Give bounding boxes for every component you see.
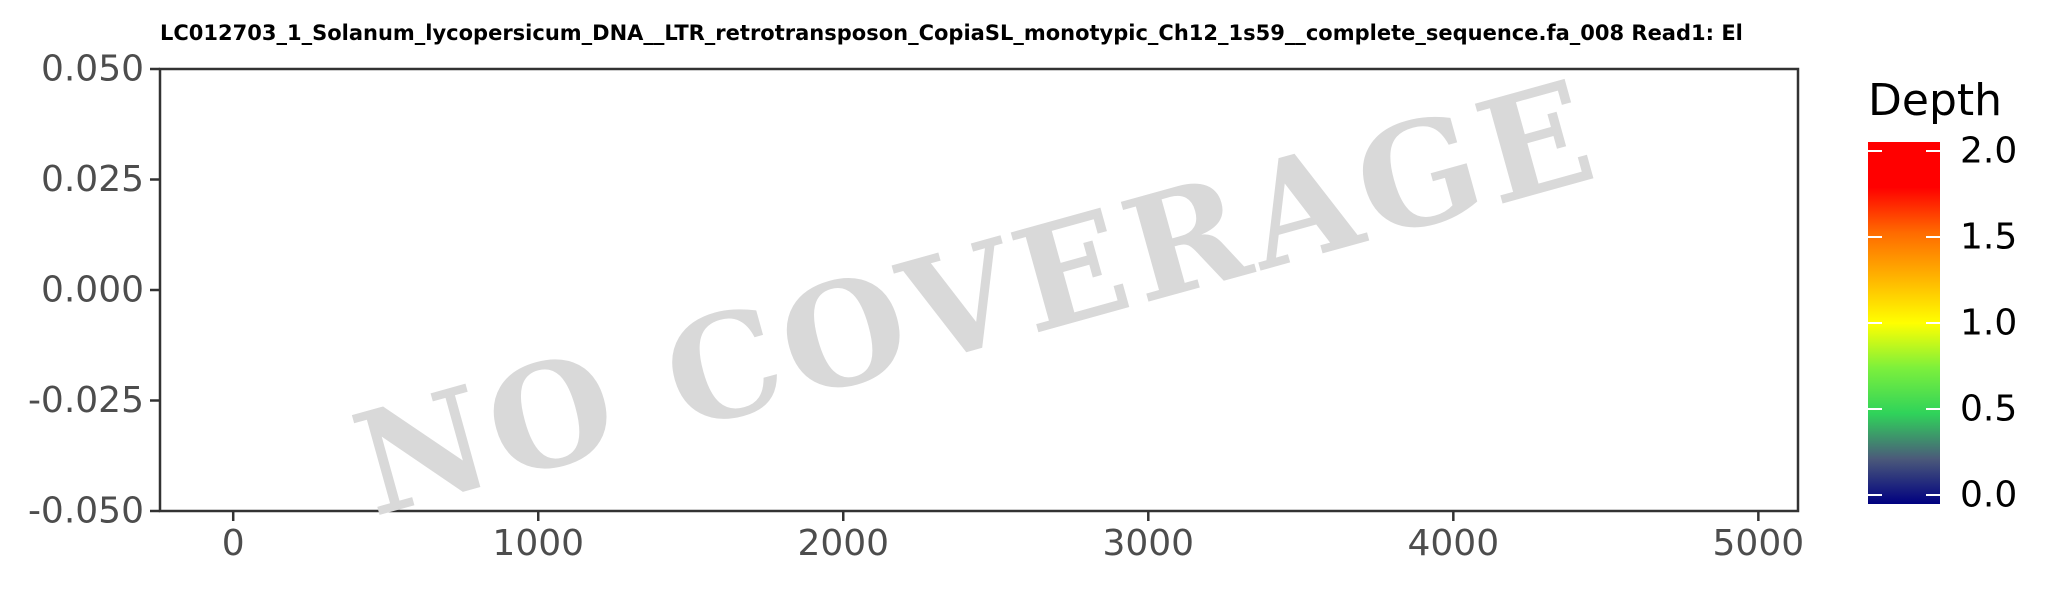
x-tick-label: 0 xyxy=(222,523,245,564)
x-tick-label: 1000 xyxy=(492,523,584,564)
y-tick-label: -0.050 xyxy=(28,491,144,532)
x-tick-label: 3000 xyxy=(1102,523,1194,564)
plot-panel xyxy=(158,67,1800,513)
legend-label: 1.5 xyxy=(1960,217,2017,258)
legend-label: 0.0 xyxy=(1960,475,2017,516)
legend-title: Depth xyxy=(1868,75,2002,126)
y-tick-label: 0.000 xyxy=(41,270,144,311)
x-tick-label: 2000 xyxy=(797,523,889,564)
y-tick-label: -0.025 xyxy=(28,380,144,421)
legend-label: 2.0 xyxy=(1960,131,2017,172)
legend-label: 1.0 xyxy=(1960,303,2017,344)
y-axis: 0.050 0.025 0.000 -0.025 -0.050 xyxy=(28,49,160,532)
y-tick-label: 0.050 xyxy=(41,49,144,90)
legend: Depth 2.0 1.5 1.0 0.5 0.0 xyxy=(1868,75,2017,516)
x-tick-label: 5000 xyxy=(1713,523,1805,564)
legend-label: 0.5 xyxy=(1960,389,2017,430)
x-axis: 0 1000 2000 3000 4000 5000 xyxy=(222,511,1804,564)
chart-title: LC012703_1_Solanum_lycopersicum_DNA__LTR… xyxy=(160,21,1743,45)
x-tick-label: 4000 xyxy=(1408,523,1500,564)
y-tick-label: 0.025 xyxy=(41,159,144,200)
